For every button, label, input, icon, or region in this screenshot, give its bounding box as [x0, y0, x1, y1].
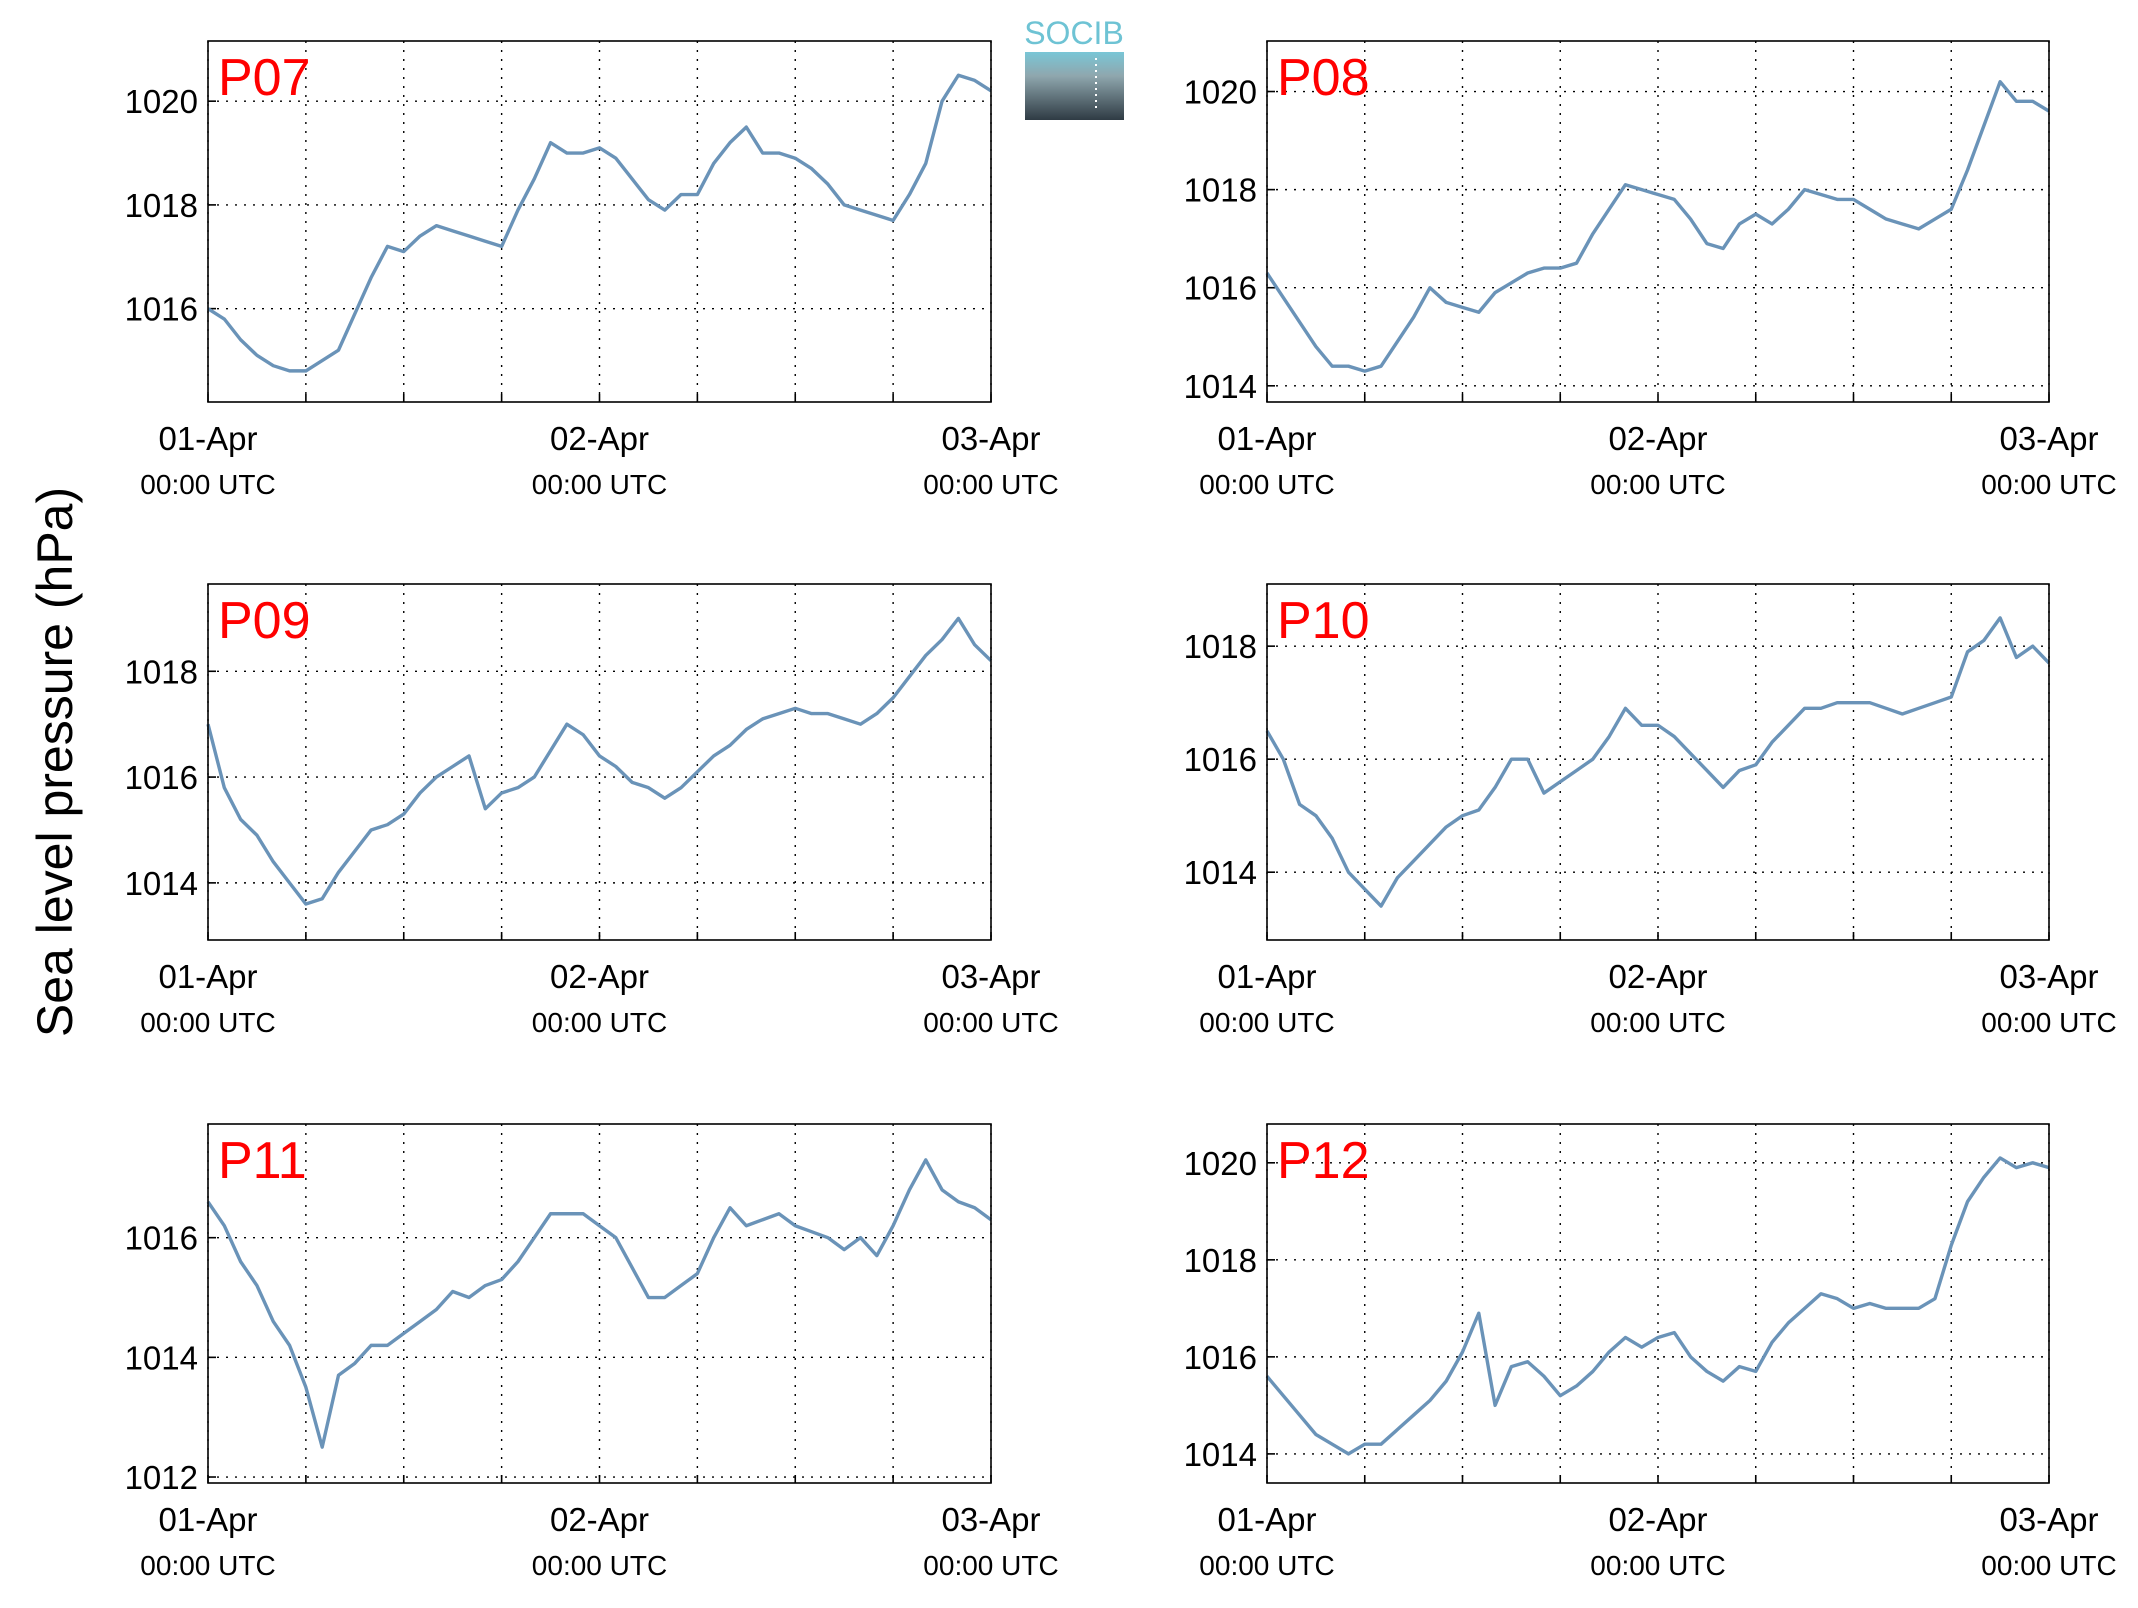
y-tick-label: 1014 [1184, 854, 1257, 891]
x-tick-label: 03-Apr [1999, 420, 2098, 457]
x-tick-sublabel: 00:00 UTC [532, 1550, 667, 1581]
x-tick-label: 02-Apr [550, 1501, 649, 1538]
data-line [1265, 616, 2051, 908]
data-line [1265, 1156, 2050, 1456]
panel-title: P12 [1277, 1132, 1370, 1190]
y-tick-label: 1020 [125, 83, 198, 120]
plot-frame [1266, 40, 2050, 403]
x-tick-label: 02-Apr [1608, 958, 1707, 995]
x-tick-sublabel: 00:00 UTC [1981, 1550, 2116, 1581]
plot-frame [207, 40, 992, 403]
data-line [1265, 80, 2050, 373]
y-tick-label: 1012 [125, 1459, 198, 1496]
plot-frame [207, 1123, 992, 1484]
x-tick-label: 03-Apr [941, 1501, 1040, 1538]
y-tick-label: 1018 [125, 187, 198, 224]
panel-title: P07 [218, 49, 311, 107]
x-tick-sublabel: 00:00 UTC [1199, 469, 1334, 500]
x-tick-label: 02-Apr [1608, 1501, 1707, 1538]
panel: 01-Apr 00:00 UTC 02-Apr 00:00 UTC 03-Apr 00:0… [1184, 40, 2117, 500]
y-tick-label: 1016 [125, 1220, 198, 1257]
logo: SOCIB [1024, 15, 1124, 120]
x-tick-sublabel: 00:00 UTC [140, 1550, 275, 1581]
x-tick-sublabel: 00:00 UTC [1590, 469, 1725, 500]
x-tick-label: 03-Apr [1999, 1501, 2098, 1538]
x-tick-label: 03-Apr [1999, 958, 2098, 995]
y-tick-label: 1016 [125, 291, 198, 328]
y-tick-label: 1014 [1184, 1436, 1257, 1473]
plot-frame [1266, 583, 2050, 941]
x-tick-sublabel: 00:00 UTC [923, 469, 1058, 500]
x-tick-label: 03-Apr [941, 420, 1040, 457]
x-tick-sublabel: 00:00 UTC [1590, 1550, 1725, 1581]
data-line [206, 1158, 993, 1449]
x-tick-label: 01-Apr [158, 420, 257, 457]
data-line [207, 73, 992, 373]
panel: 01-Apr 00:00 UTC 02-Apr 00:00 UTC 03-Apr 00:0… [125, 583, 1059, 1038]
y-axis-label: Sea level pressure (hPa) [27, 487, 83, 1037]
x-tick-label: 02-Apr [550, 958, 649, 995]
x-tick-sublabel: 00:00 UTC [923, 1007, 1058, 1038]
panel: 01-Apr 00:00 UTC 02-Apr 00:00 UTC 03-Apr 00:0… [125, 1123, 1059, 1581]
x-tick-label: 02-Apr [1608, 420, 1707, 457]
y-tick-label: 1014 [1184, 368, 1257, 405]
y-tick-label: 1016 [1184, 741, 1257, 778]
x-tick-sublabel: 00:00 UTC [532, 469, 667, 500]
x-tick-sublabel: 00:00 UTC [1590, 1007, 1725, 1038]
x-tick-label: 01-Apr [1217, 420, 1316, 457]
panel: 01-Apr 00:00 UTC 02-Apr 00:00 UTC 03-Apr 00:0… [125, 40, 1059, 500]
panel-title: P08 [1277, 49, 1370, 107]
y-tick-label: 1018 [1184, 1242, 1257, 1279]
x-tick-sublabel: 00:00 UTC [923, 1550, 1058, 1581]
panel: 01-Apr 00:00 UTC 02-Apr 00:00 UTC 03-Apr 00:0… [1184, 583, 2117, 1038]
logo-block [1025, 52, 1124, 120]
x-tick-sublabel: 00:00 UTC [1199, 1550, 1334, 1581]
data-line [206, 616, 993, 906]
logo-text: SOCIB [1024, 15, 1124, 51]
y-tick-label: 1020 [1184, 74, 1257, 111]
y-tick-label: 1018 [125, 653, 198, 690]
x-tick-sublabel: 00:00 UTC [140, 469, 275, 500]
x-tick-label: 01-Apr [1217, 1501, 1316, 1538]
y-tick-label: 1018 [1184, 628, 1257, 665]
x-tick-sublabel: 00:00 UTC [1981, 469, 2116, 500]
y-tick-label: 1020 [1184, 1145, 1257, 1182]
x-tick-label: 01-Apr [158, 1501, 257, 1538]
x-tick-sublabel: 00:00 UTC [532, 1007, 667, 1038]
x-tick-sublabel: 00:00 UTC [1981, 1007, 2116, 1038]
panel-title: P09 [218, 592, 311, 650]
plot-frame [1266, 1123, 2050, 1484]
y-tick-label: 1014 [125, 1339, 198, 1376]
panel-title: P11 [218, 1132, 307, 1190]
y-tick-label: 1014 [125, 865, 198, 902]
plot-frame [207, 583, 992, 941]
x-tick-label: 01-Apr [1217, 958, 1316, 995]
y-tick-label: 1016 [125, 759, 198, 796]
panel: 01-Apr 00:00 UTC 02-Apr 00:00 UTC 03-Apr 00:0… [1184, 1123, 2117, 1581]
x-tick-sublabel: 00:00 UTC [140, 1007, 275, 1038]
y-tick-label: 1018 [1184, 172, 1257, 209]
x-tick-label: 02-Apr [550, 420, 649, 457]
y-tick-label: 1016 [1184, 270, 1257, 307]
y-tick-label: 1016 [1184, 1339, 1257, 1376]
panel-title: P10 [1277, 592, 1370, 650]
x-tick-label: 01-Apr [158, 958, 257, 995]
x-tick-label: 03-Apr [941, 958, 1040, 995]
x-tick-sublabel: 00:00 UTC [1199, 1007, 1334, 1038]
